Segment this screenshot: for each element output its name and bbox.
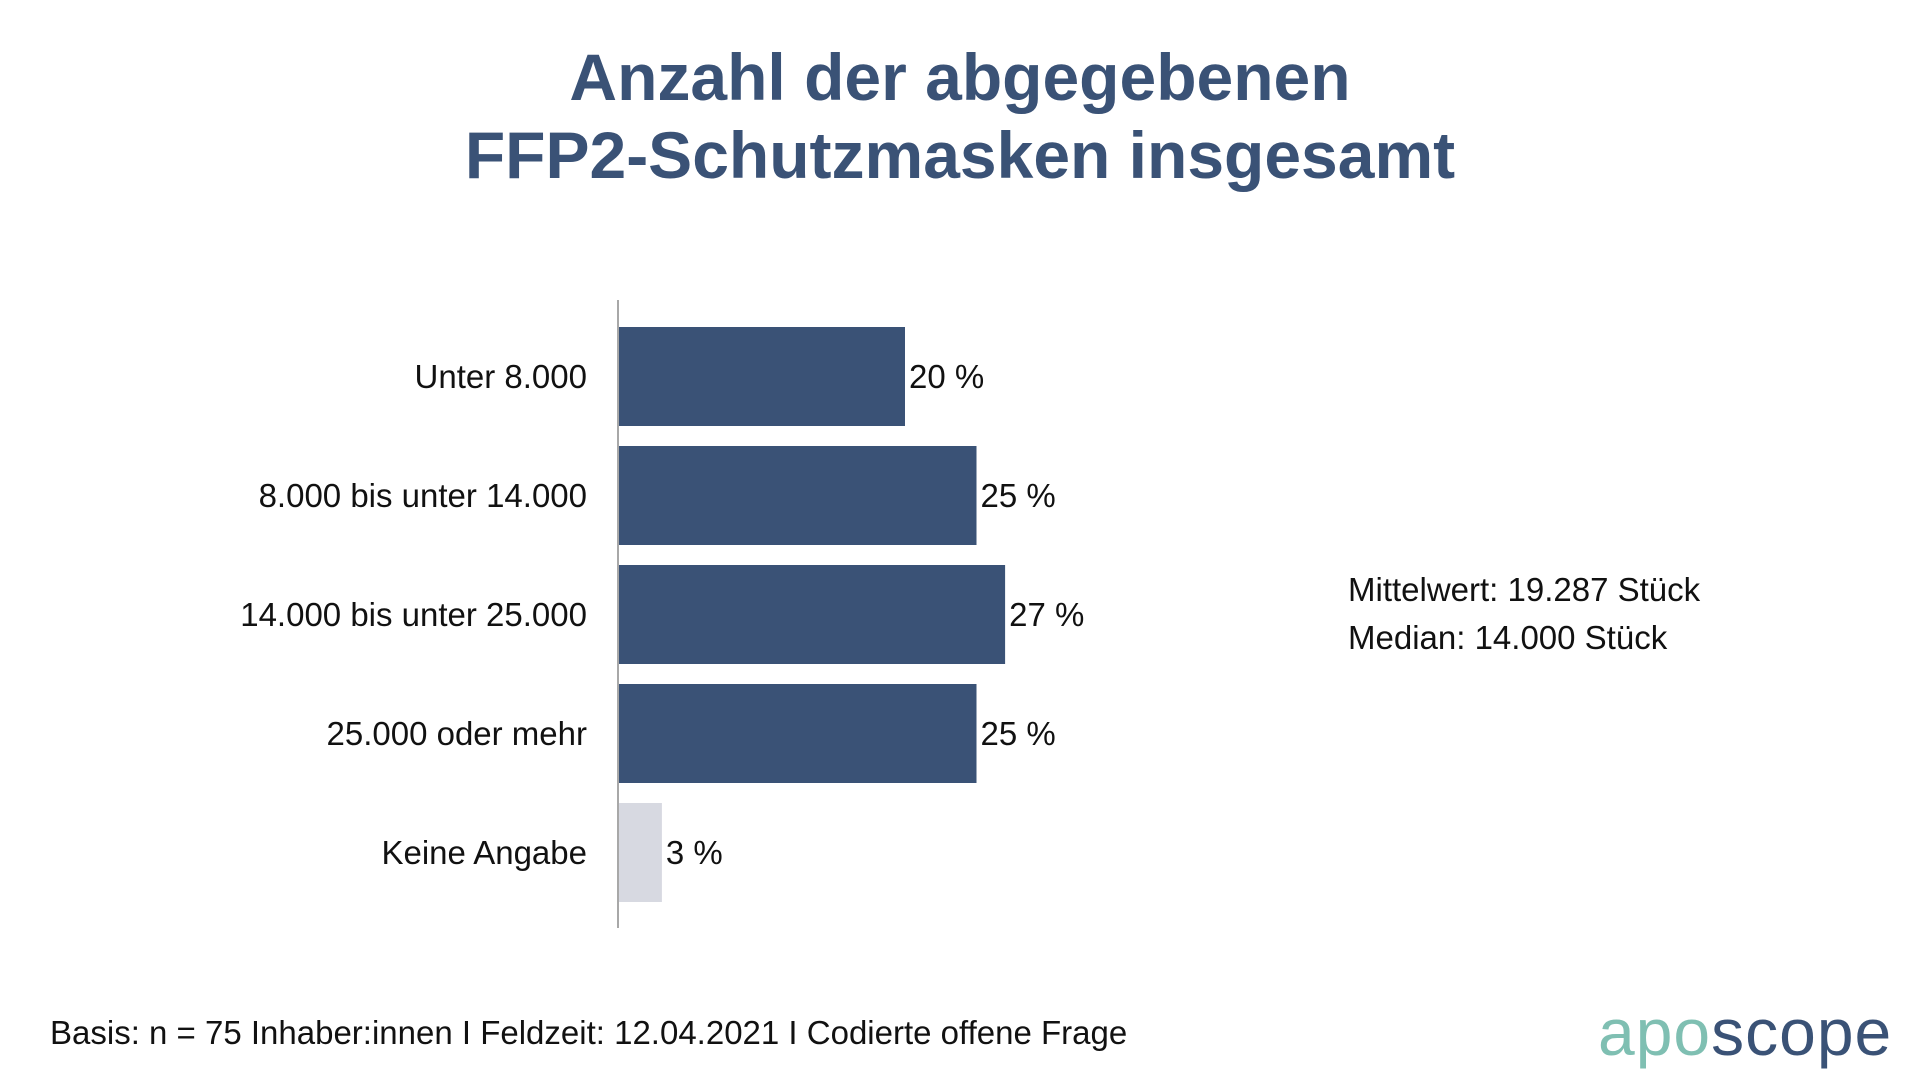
median-text: Median: 14.000 Stück xyxy=(1348,619,1668,656)
bar xyxy=(619,565,1006,664)
mean-text: Mittelwert: 19.287 Stück xyxy=(1348,571,1701,608)
data-label: 25 % xyxy=(981,715,1056,752)
data-label: 25 % xyxy=(981,477,1056,514)
chart-title-line-2: FFP2-Schutzmasken insgesamt xyxy=(464,118,1456,192)
category-label: 14.000 bis unter 25.000 xyxy=(240,596,587,633)
bar xyxy=(619,446,977,545)
category-label: Unter 8.000 xyxy=(415,358,587,395)
logo-part-scope: scope xyxy=(1711,995,1893,1069)
stats-box: Mittelwert: 19.287 Stück Median: 14.000 … xyxy=(1348,566,1700,662)
data-label: 20 % xyxy=(909,358,984,395)
category-label: Keine Angabe xyxy=(381,834,587,871)
aposcope-logo: aposcope xyxy=(1598,996,1892,1068)
bar xyxy=(619,803,662,902)
chart-title-line-1: Anzahl der abgegebenen xyxy=(569,40,1351,114)
bar xyxy=(619,684,977,783)
category-label: 8.000 bis unter 14.000 xyxy=(259,477,587,514)
data-label: 27 % xyxy=(1009,596,1084,633)
logo-part-apo: apo xyxy=(1598,995,1712,1069)
bar xyxy=(619,327,905,426)
chart-title: Anzahl der abgegebenen FFP2-Schutzmasken… xyxy=(0,38,1920,194)
data-label: 3 % xyxy=(666,834,723,871)
footnote: Basis: n = 75 Inhaber:innen I Feldzeit: … xyxy=(50,1014,1128,1051)
category-label: 25.000 oder mehr xyxy=(326,715,587,752)
